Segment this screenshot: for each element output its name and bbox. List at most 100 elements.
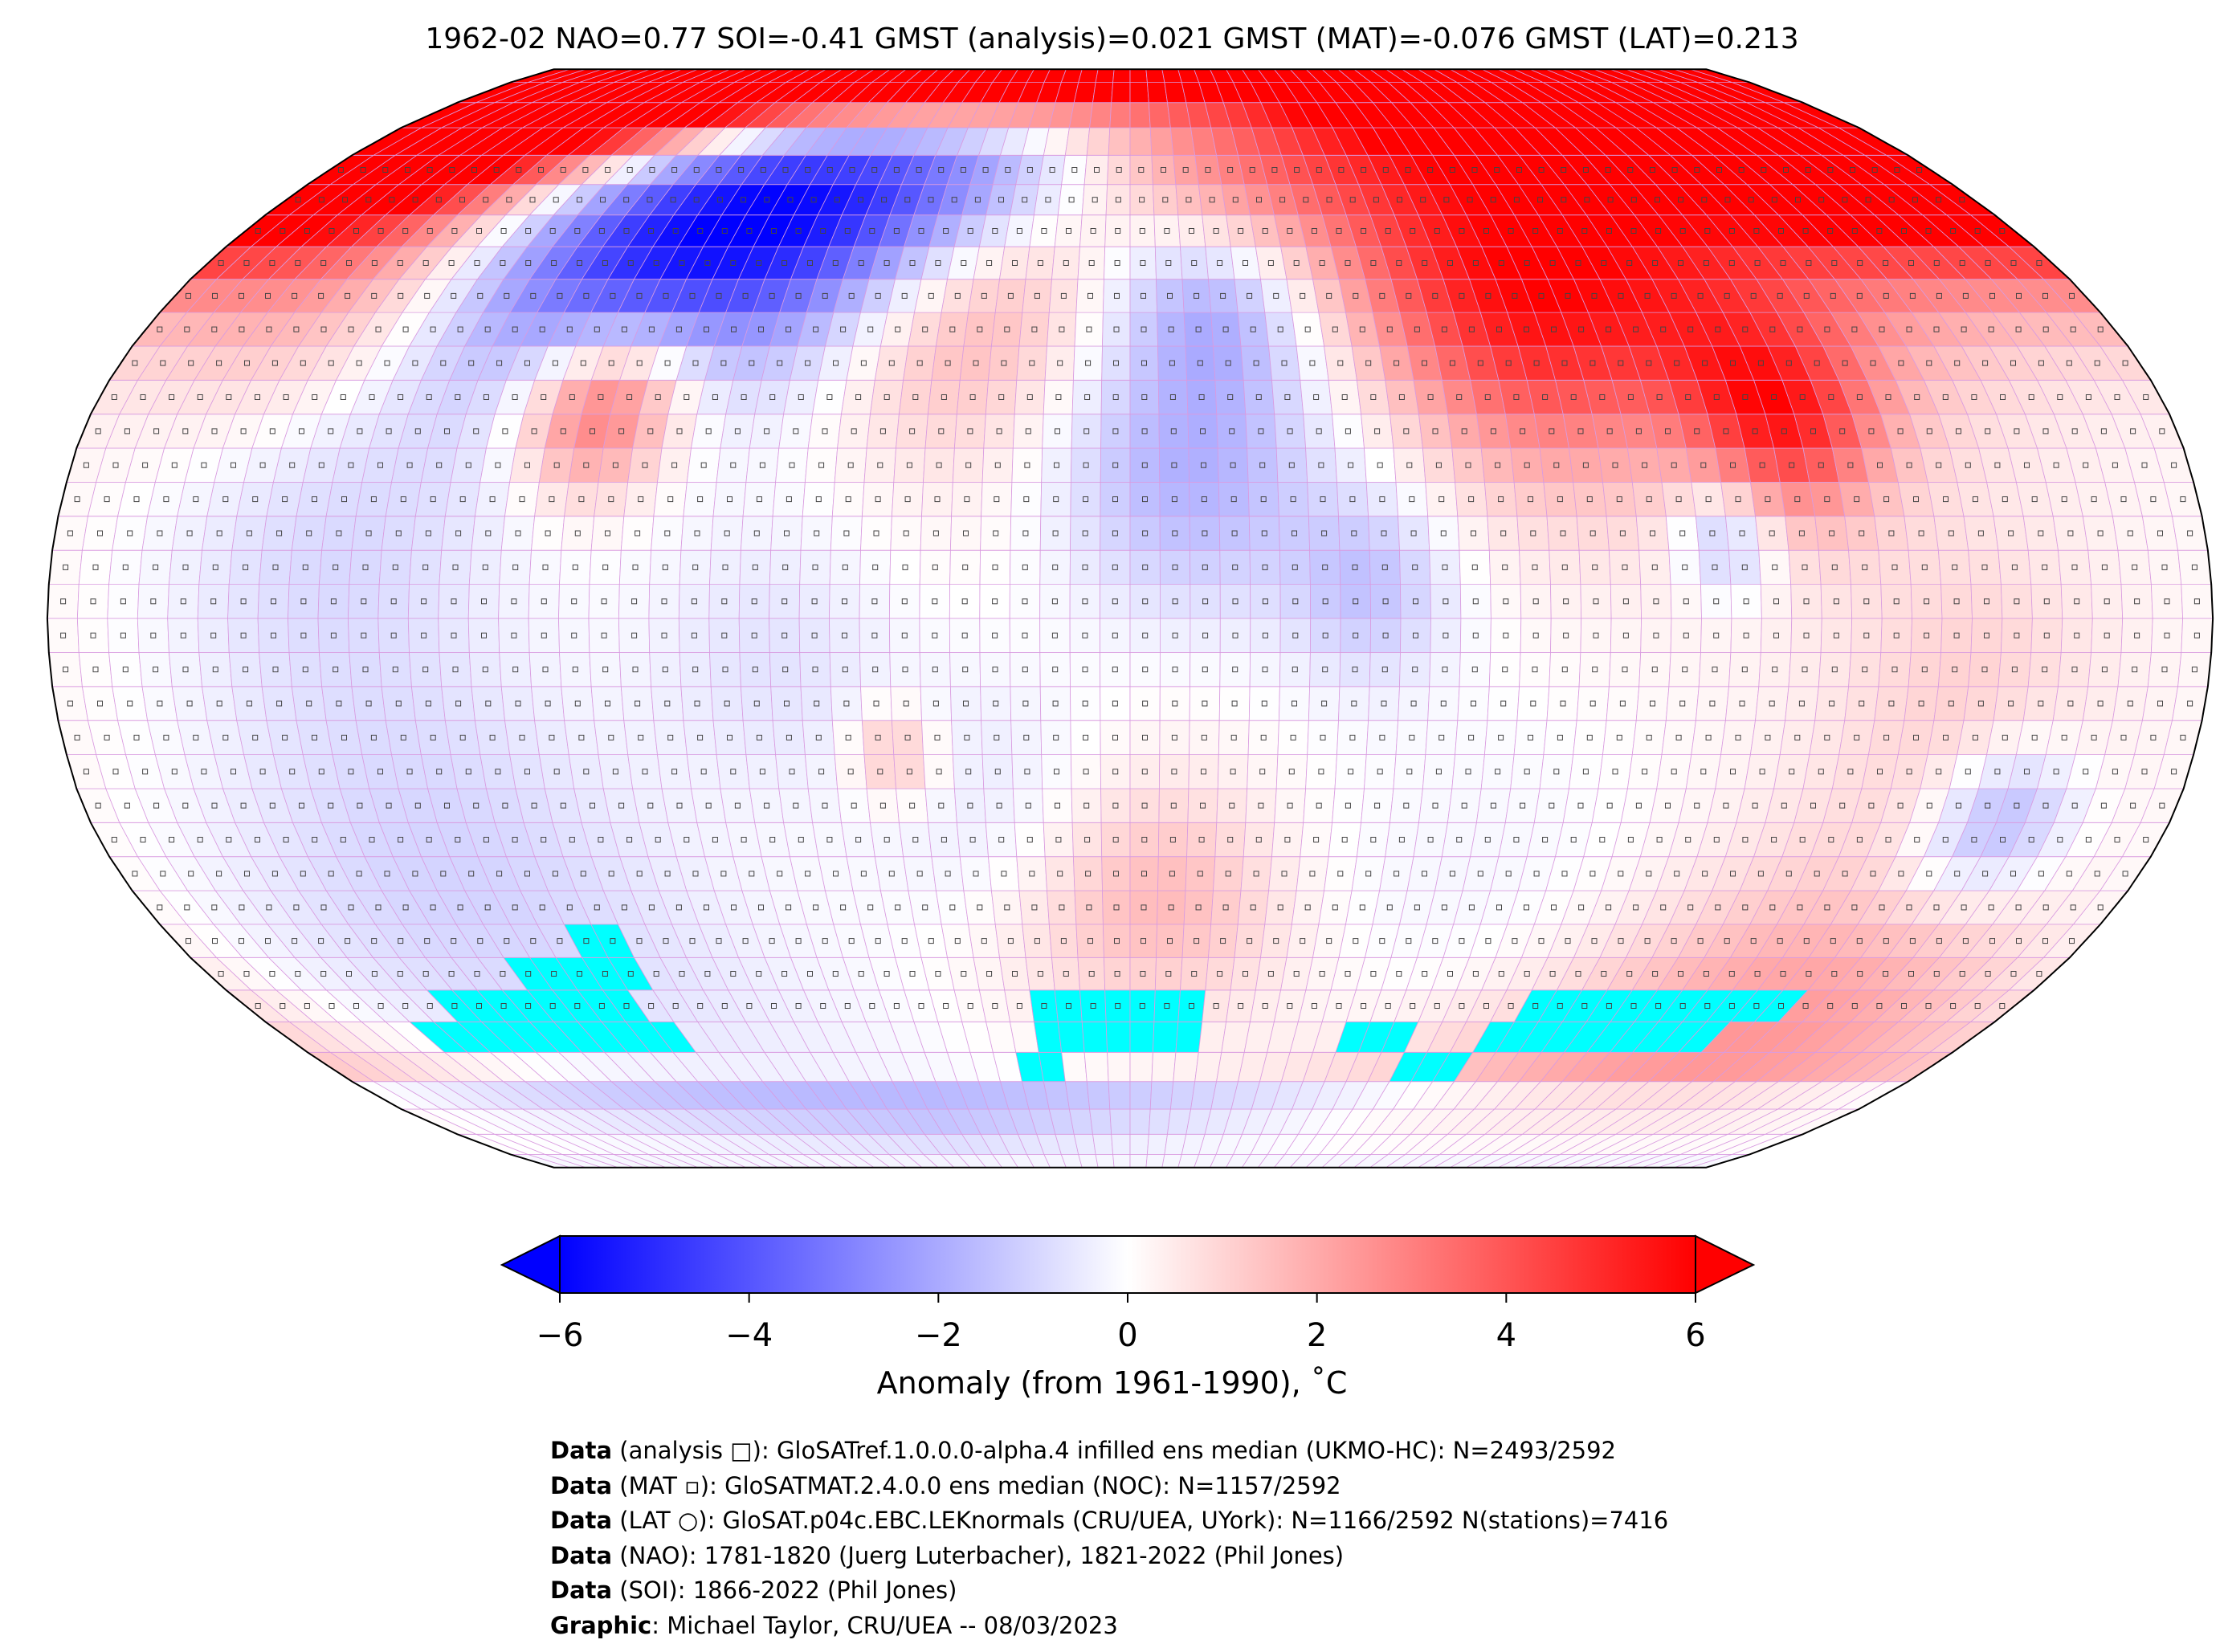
analysis-marker [1856,938,1863,944]
analysis-marker [157,904,163,911]
analysis-marker [1704,1003,1711,1009]
analysis-marker [1936,938,1942,944]
analysis-marker [426,1003,433,1009]
footer-credits: Data (analysis □): GloSATref.1.0.0.0-alp… [550,1434,1668,1643]
analysis-marker [1697,938,1704,944]
analysis-marker [1139,1003,1145,1009]
analysis-marker [746,1003,753,1009]
analysis-marker [813,904,819,911]
analysis-marker [1630,1003,1637,1009]
analysis-marker [577,971,582,977]
footer-line: Graphic: Michael Taylor, CRU/UEA -- 08/0… [550,1611,1118,1639]
analysis-marker [269,971,275,977]
analysis-marker [1883,938,1889,944]
analysis-marker [530,938,537,944]
analysis-marker [557,938,563,944]
analysis-marker [549,1003,556,1009]
analysis-marker [1189,1003,1194,1009]
colorbar-tick-label: 0 [1117,1317,1138,1354]
analysis-marker [1287,1003,1293,1009]
analysis-marker [1066,1003,1071,1009]
analysis-marker [1140,971,1146,977]
analysis-marker [1989,938,1995,944]
analysis-marker [1293,971,1300,977]
analysis-marker [1031,904,1038,911]
analysis-marker [679,971,685,977]
analysis-marker [295,971,301,977]
analysis-marker [1247,938,1253,944]
analysis-marker [1385,1003,1391,1009]
analysis-marker [476,1003,482,1009]
analysis-marker [623,1003,630,1009]
analysis-marker [832,971,839,977]
analysis-marker [1063,971,1069,977]
analysis-marker [1459,1003,1465,1009]
analysis-marker [1750,938,1757,944]
analysis-marker [1194,938,1200,944]
analysis-marker [663,938,669,944]
analysis-marker [943,1003,949,1009]
analysis-marker [594,904,600,911]
analysis-marker [377,1003,384,1009]
analysis-marker [1780,971,1786,977]
analysis-marker [2016,938,2022,944]
analysis-marker [602,971,608,977]
analysis-marker [1243,971,1248,977]
footer-line: Data (NAO): 1781-1820 (Juerg Luterbacher… [550,1541,1345,1569]
analysis-marker [239,938,244,944]
analysis-marker [1004,904,1010,911]
analysis-marker [353,1003,359,1009]
analysis-marker [648,1003,655,1009]
analysis-marker [398,938,404,944]
analysis-marker [1626,971,1633,977]
analysis-marker [1532,1003,1539,1009]
analysis-marker [901,938,908,944]
analysis-marker [304,1003,310,1009]
analysis-marker [243,971,250,977]
analysis-marker [583,938,590,944]
analysis-marker [1041,1003,1047,1009]
analysis-marker [2069,938,2075,944]
analysis-marker [1088,938,1093,944]
analysis-marker [266,904,272,911]
analysis-marker [292,938,298,944]
analysis-marker [922,904,928,911]
analysis-marker [1319,971,1325,977]
analysis-marker [477,938,484,944]
analysis-marker [1679,1003,1686,1009]
analysis-marker [858,971,864,977]
analysis-marker [1803,938,1810,944]
analysis-marker [566,904,573,911]
analysis-marker [265,938,271,944]
analysis-marker [1165,971,1172,977]
analysis-marker [1311,1003,1317,1009]
colorbar-tick-label: −4 [725,1317,773,1354]
analysis-marker [893,1003,900,1009]
analysis-marker [1059,904,1065,911]
analysis-marker [648,904,655,911]
analysis-marker [1191,971,1198,977]
analysis-marker [397,971,403,977]
analysis-marker [451,1003,458,1009]
analysis-marker [771,1003,777,1009]
analysis-marker [697,1003,704,1009]
analysis-marker [1485,938,1492,944]
analysis-marker [731,904,737,911]
analysis-marker [928,938,934,944]
analysis-marker [2042,938,2048,944]
colorbar-tick-label: 4 [1496,1317,1517,1354]
analysis-marker [346,971,352,977]
analysis-marker [867,904,874,911]
colorbar-extend-low [500,1234,561,1295]
analysis-marker [551,971,557,977]
analysis-marker [1728,971,1735,977]
analysis-marker [621,904,627,911]
analysis-marker [348,904,354,911]
analysis-marker [875,938,881,944]
analysis-marker [239,904,245,911]
analysis-marker [977,904,983,911]
analysis-marker [1164,1003,1170,1009]
analysis-marker [730,971,737,977]
analysis-marker [1060,938,1067,944]
analysis-marker [1831,971,1838,977]
